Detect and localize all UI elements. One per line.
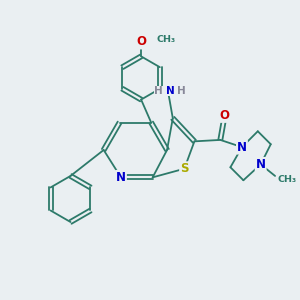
- Text: H: H: [154, 86, 163, 96]
- Text: S: S: [180, 162, 189, 175]
- Text: N: N: [256, 158, 266, 171]
- Text: CH₃: CH₃: [157, 35, 176, 44]
- Text: CH₃: CH₃: [278, 175, 297, 184]
- Text: O: O: [220, 109, 230, 122]
- Text: H: H: [177, 86, 186, 96]
- Text: N: N: [166, 86, 174, 96]
- Text: N: N: [116, 171, 126, 184]
- Text: O: O: [136, 35, 146, 49]
- Text: N: N: [237, 141, 247, 154]
